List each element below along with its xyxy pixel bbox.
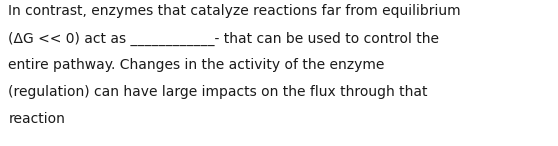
Text: reaction: reaction [8,112,65,126]
Text: (regulation) can have large impacts on the flux through that: (regulation) can have large impacts on t… [8,85,428,99]
Text: entire pathway. Changes in the activity of the enzyme: entire pathway. Changes in the activity … [8,58,385,72]
Text: (ΔG << 0) act as ____________- that can be used to control the: (ΔG << 0) act as ____________- that can … [8,31,439,46]
Text: In contrast, enzymes that catalyze reactions far from equilibrium: In contrast, enzymes that catalyze react… [8,4,461,18]
